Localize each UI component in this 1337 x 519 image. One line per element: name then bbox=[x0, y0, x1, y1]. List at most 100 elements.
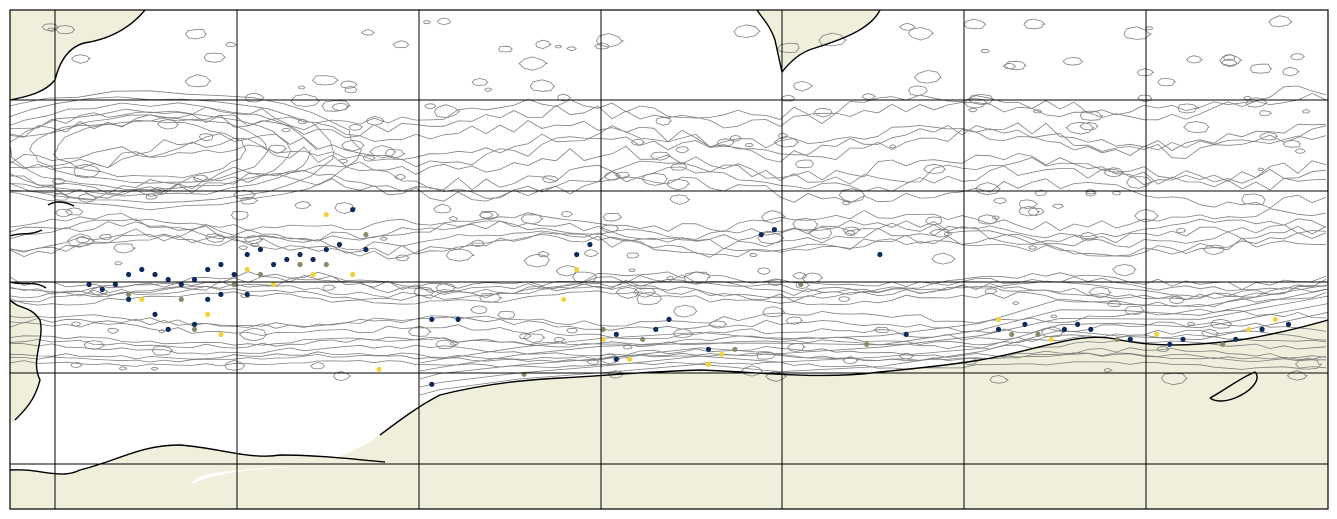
observation-point-s0-37 bbox=[771, 227, 778, 233]
observation-point-s0-31 bbox=[574, 251, 580, 258]
contour-seamount-64 bbox=[1004, 60, 1027, 71]
observation-point-s2-6 bbox=[218, 331, 224, 337]
contour-seamount-134 bbox=[908, 85, 928, 97]
contour-seamount-145 bbox=[203, 52, 227, 63]
contour-seamount-129 bbox=[669, 194, 691, 205]
contour-seamount-255 bbox=[1052, 203, 1064, 209]
contour-seamount-5 bbox=[626, 252, 640, 259]
contour-seamount-81 bbox=[1034, 189, 1048, 197]
contour-seamount-50 bbox=[842, 226, 861, 235]
contour-seamount-99 bbox=[362, 155, 376, 162]
contour-slope-south-2 bbox=[419, 295, 1328, 380]
observation-point-s0-42 bbox=[1061, 326, 1067, 332]
contour-seamount-147 bbox=[762, 306, 786, 318]
contour-seamount-254 bbox=[150, 366, 159, 371]
contour-band-9-1 bbox=[10, 114, 1327, 156]
observation-point-s2-14 bbox=[1048, 336, 1054, 342]
contour-seamount-83 bbox=[1018, 205, 1041, 217]
contour-seamount-91 bbox=[395, 254, 411, 262]
observation-point-s2-16 bbox=[1246, 326, 1252, 332]
contour-band-6-0 bbox=[10, 351, 1326, 363]
observation-point-s0-53 bbox=[705, 346, 712, 352]
observation-point-s0-23 bbox=[152, 311, 158, 317]
contour-seamount-239 bbox=[1183, 121, 1210, 134]
contour-seamount-173 bbox=[793, 80, 813, 92]
contour-seamount-155 bbox=[929, 228, 952, 238]
contour-seamount-41 bbox=[1023, 18, 1046, 30]
observation-point-s1-4 bbox=[297, 261, 303, 268]
contour-seamount-154 bbox=[435, 282, 457, 294]
contour-seamount-10 bbox=[1175, 227, 1187, 233]
observation-point-s2-8 bbox=[561, 296, 567, 302]
contour-seamount-172 bbox=[73, 163, 101, 179]
contour-band-6-1 bbox=[10, 352, 1327, 363]
contour-seamount-57 bbox=[1295, 357, 1323, 370]
contour-seamount-84 bbox=[392, 40, 410, 49]
observation-point-s2-13 bbox=[995, 316, 1002, 322]
contour-loop-west-0 bbox=[53, 120, 247, 179]
observation-point-s2-12 bbox=[719, 351, 725, 357]
observation-point-s0-3 bbox=[126, 271, 132, 278]
contour-seamount-74 bbox=[55, 25, 76, 35]
observation-point-s1-2 bbox=[231, 281, 237, 288]
land-north-central bbox=[757, 10, 880, 72]
observation-point-s1-0 bbox=[126, 291, 132, 297]
contour-seamount-153 bbox=[520, 214, 544, 225]
contour-seamount-178 bbox=[641, 172, 668, 186]
observation-point-s0-20 bbox=[350, 207, 356, 213]
contour-seamount-128 bbox=[51, 177, 66, 185]
contour-seamount-222 bbox=[766, 278, 783, 287]
contour-seamount-66 bbox=[792, 218, 819, 231]
contour-seamount-149 bbox=[423, 20, 432, 25]
contour-seamount-28 bbox=[107, 327, 120, 334]
contour-seamount-111 bbox=[655, 117, 672, 126]
contour-seamount-44 bbox=[964, 98, 989, 109]
contour-band-9-0 bbox=[10, 85, 1327, 129]
contour-seamount-247 bbox=[1079, 122, 1099, 131]
contour-seamount-112 bbox=[1221, 58, 1238, 67]
observation-point-s0-14 bbox=[271, 261, 277, 268]
contour-loop-west-5 bbox=[10, 90, 362, 211]
observation-point-s0-33 bbox=[613, 331, 619, 337]
contour-seamount-209 bbox=[230, 211, 249, 221]
contour-seamount-135 bbox=[633, 287, 657, 298]
contour-seamount-159 bbox=[433, 203, 452, 214]
contour-seamount-67 bbox=[157, 119, 180, 130]
contour-seamount-87 bbox=[992, 197, 1007, 205]
observation-point-s0-29 bbox=[429, 316, 435, 322]
contour-seamount-162 bbox=[1103, 368, 1114, 373]
contour-seamount-47 bbox=[1286, 370, 1309, 381]
observation-point-s0-30 bbox=[455, 316, 461, 322]
contour-seamount-63 bbox=[554, 44, 563, 49]
contour-seamount-107 bbox=[77, 193, 97, 203]
contour-band-8-0 bbox=[10, 122, 1327, 165]
contour-seamount-207 bbox=[683, 271, 712, 285]
contour-seamount-34 bbox=[776, 42, 800, 54]
contour-slope-south-3 bbox=[419, 288, 1328, 372]
contour-seamount-196 bbox=[340, 80, 358, 89]
contour-seamount-152 bbox=[407, 325, 433, 337]
contour-seamount-11 bbox=[267, 144, 288, 154]
contour-seamount-243 bbox=[785, 316, 804, 325]
contour-seamount-208 bbox=[757, 267, 771, 275]
observation-point-s1-5 bbox=[323, 261, 329, 268]
contour-seamount-78 bbox=[333, 371, 352, 382]
contour-seamount-13 bbox=[484, 87, 493, 92]
contour-seamount-215 bbox=[756, 351, 777, 360]
contour-seamount-219 bbox=[158, 329, 167, 334]
contour-band-4-2 bbox=[10, 321, 1327, 343]
contour-seamount-113 bbox=[114, 261, 123, 266]
contour-seamount-30 bbox=[70, 54, 92, 64]
contour-band-7-1 bbox=[10, 173, 1327, 209]
contour-seamount-249 bbox=[205, 233, 226, 243]
observation-point-s1-16 bbox=[798, 281, 804, 288]
contour-seamount-176 bbox=[670, 163, 688, 171]
observation-point-s0-24 bbox=[165, 326, 171, 332]
contour-seamount-156 bbox=[1241, 193, 1266, 205]
contour-seamount-33 bbox=[185, 29, 207, 40]
contour-slope-south-4 bbox=[419, 284, 1328, 364]
observation-point-s2-5 bbox=[350, 271, 356, 278]
contour-band-8-2 bbox=[10, 125, 1327, 169]
contour-band-2-0 bbox=[10, 225, 1327, 252]
